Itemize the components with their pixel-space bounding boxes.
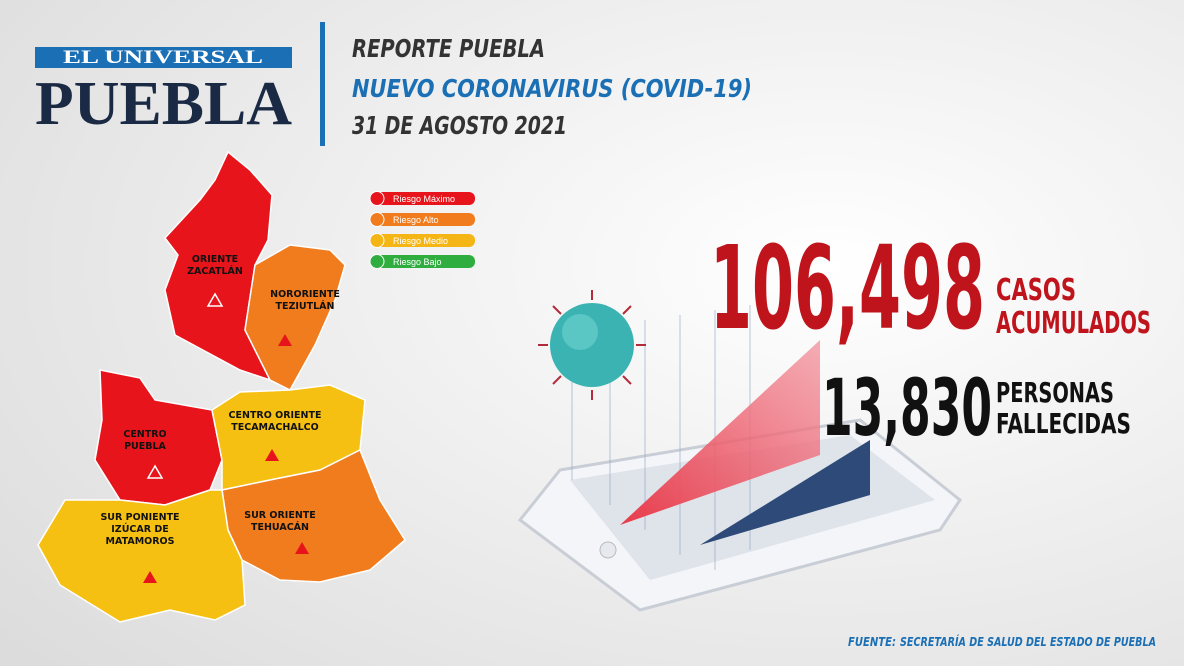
region-label: MATAMOROS	[106, 536, 175, 547]
region-label: CENTRO ORIENTE	[229, 410, 322, 421]
legend-dot	[369, 254, 385, 269]
title-line: 31 DE AGOSTO 2021	[352, 111, 567, 140]
virus-illustration	[538, 290, 646, 400]
stat-label: CASOS	[996, 273, 1076, 308]
stat-label: ACUMULADOS	[996, 306, 1151, 341]
source-text: SECRETARÍA DE SALUD DEL ESTADO DE PUEBLA	[900, 634, 1156, 649]
source-label: FUENTE:	[848, 635, 896, 649]
risk-marker	[206, 292, 224, 307]
legend-label: Riesgo Bajo	[393, 257, 442, 267]
region-label: TEHUACÁN	[251, 521, 309, 533]
title-line: REPORTE PUEBLA	[352, 34, 545, 63]
legend-label: Riesgo Máximo	[393, 194, 455, 204]
region-label: SUR PONIENTE	[100, 512, 179, 523]
legend-label: Riesgo Alto	[393, 215, 439, 225]
risk-marker	[265, 449, 279, 461]
region-label: ORIENTE	[192, 254, 238, 265]
region-label: TECAMACHALCO	[231, 422, 318, 433]
region-label: NORORIENTE	[270, 289, 340, 300]
region-label: PUEBLA	[124, 441, 166, 452]
tablet-illustration	[517, 305, 963, 612]
region	[244, 244, 346, 391]
legend-pill	[370, 234, 475, 247]
risk-marker	[143, 571, 157, 583]
divider	[320, 22, 325, 146]
legend-label: Riesgo Medio	[393, 236, 448, 246]
legend-dot	[369, 191, 385, 206]
region-label: CENTRO	[123, 429, 166, 440]
stat-label: FALLECIDAS	[996, 407, 1131, 440]
brand-bar	[35, 47, 292, 68]
stat-value: 106,498	[710, 222, 985, 356]
region-label: IZÚCAR DE	[111, 523, 168, 535]
risk-marker	[146, 464, 164, 479]
legend-pill	[370, 213, 475, 226]
legend-dot	[369, 212, 385, 227]
legend-pill	[370, 255, 475, 268]
legend-dot	[369, 233, 385, 248]
legend-pill	[370, 192, 475, 205]
region-label: ZACATLÁN	[187, 265, 243, 277]
region	[164, 150, 273, 382]
brand: EL UNIVERSAL	[63, 47, 263, 68]
title-line: NUEVO CORONAVIRUS (COVID-19)	[352, 74, 752, 103]
stat-label: PERSONAS	[996, 376, 1114, 409]
stat-value: 13,830	[822, 364, 992, 454]
risk-marker	[278, 334, 292, 346]
region-label: TEZIUTLÁN	[276, 300, 335, 312]
region	[37, 489, 246, 623]
edition: PUEBLA	[35, 70, 292, 138]
region-label: SUR ORIENTE	[244, 510, 316, 521]
risk-marker	[295, 542, 309, 554]
